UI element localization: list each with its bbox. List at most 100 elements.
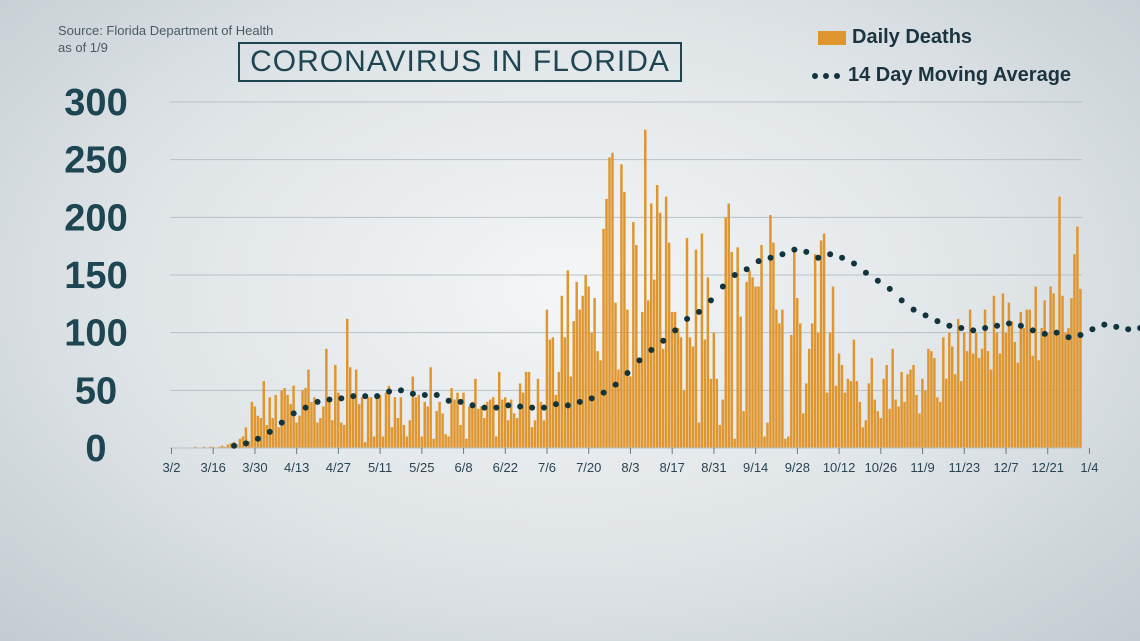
bar [891, 348, 894, 448]
bar [298, 415, 301, 448]
bar [733, 438, 736, 448]
x-tick-label: 8/17 [660, 460, 685, 475]
bar [372, 436, 376, 448]
bar [1079, 288, 1082, 448]
bar [414, 397, 418, 448]
moving-average-point [314, 398, 321, 405]
bar [456, 392, 459, 448]
moving-average-point [755, 258, 762, 265]
bar [384, 392, 388, 448]
bar [450, 388, 453, 448]
bar [348, 367, 352, 448]
bar [626, 309, 629, 448]
bar [635, 245, 638, 448]
bar [796, 298, 799, 448]
bar [486, 401, 489, 448]
bar [319, 418, 322, 448]
bar [390, 427, 394, 448]
bar [1046, 332, 1049, 448]
moving-average-point [374, 393, 381, 400]
bar [512, 413, 516, 448]
x-tick-label: 7/6 [538, 460, 556, 475]
moving-average-point [1005, 320, 1012, 327]
moving-average-point [541, 404, 548, 411]
bar [763, 436, 766, 448]
bar [542, 420, 546, 448]
bar [441, 413, 444, 448]
bar [599, 360, 602, 448]
bar [790, 334, 793, 448]
bar [539, 401, 543, 448]
bar [951, 346, 954, 448]
x-tick-label: 6/22 [493, 460, 518, 475]
bar [897, 406, 900, 448]
bar [602, 228, 605, 448]
bar [900, 371, 903, 448]
bar [948, 332, 951, 448]
bar [447, 436, 450, 448]
bar [551, 337, 555, 448]
bar [644, 129, 647, 448]
as-of-line: as of 1/9 [58, 40, 108, 55]
bar [548, 339, 552, 448]
bar [492, 397, 495, 448]
bar [936, 397, 939, 448]
x-tick-label: 6/8 [455, 460, 473, 475]
moving-average-point [1053, 329, 1060, 336]
bar [688, 337, 692, 448]
bar [590, 332, 593, 448]
bar [751, 277, 754, 448]
bar [605, 198, 608, 448]
moving-average-point [922, 312, 929, 319]
bar [596, 351, 599, 448]
bar [724, 217, 727, 448]
bar [563, 337, 567, 448]
bar [685, 238, 689, 448]
y-tick-label: 150 [64, 255, 127, 297]
moving-average-point [982, 325, 989, 332]
bar [593, 298, 596, 448]
bar [870, 358, 874, 448]
x-tick-label: 3/30 [242, 460, 267, 475]
moving-average-point [362, 393, 369, 400]
bar [304, 388, 307, 448]
bar [241, 436, 245, 448]
bar [325, 348, 328, 448]
moving-average-point [529, 404, 536, 411]
bar [915, 394, 918, 448]
moving-average-point [660, 337, 667, 344]
bar [617, 369, 620, 448]
bar [1007, 302, 1011, 448]
bar [852, 339, 856, 448]
bar [1034, 286, 1037, 448]
bar [530, 427, 534, 448]
bar [340, 422, 343, 448]
bar [295, 422, 298, 448]
bar [837, 353, 841, 448]
bar [313, 397, 316, 448]
bar [402, 424, 406, 448]
bar [229, 443, 233, 448]
moving-average-point [278, 419, 285, 426]
moving-average-point [791, 246, 798, 253]
moving-average-point [910, 306, 917, 313]
moving-average-point [1041, 330, 1048, 337]
bar [238, 438, 242, 448]
bar [405, 436, 409, 448]
moving-average-point [481, 404, 488, 411]
x-tick-label: 5/11 [368, 460, 392, 475]
bar [983, 309, 987, 448]
bar [1001, 293, 1005, 448]
y-tick-label: 50 [75, 370, 117, 412]
bar [787, 436, 790, 448]
bar [736, 247, 739, 448]
bar [959, 381, 963, 448]
bar [253, 406, 257, 448]
x-tick-label: 5/25 [409, 460, 434, 475]
bar [351, 394, 355, 448]
bar [1016, 362, 1020, 448]
bar [810, 323, 814, 448]
bar [208, 446, 212, 448]
bar [334, 364, 337, 448]
bar [316, 422, 319, 448]
